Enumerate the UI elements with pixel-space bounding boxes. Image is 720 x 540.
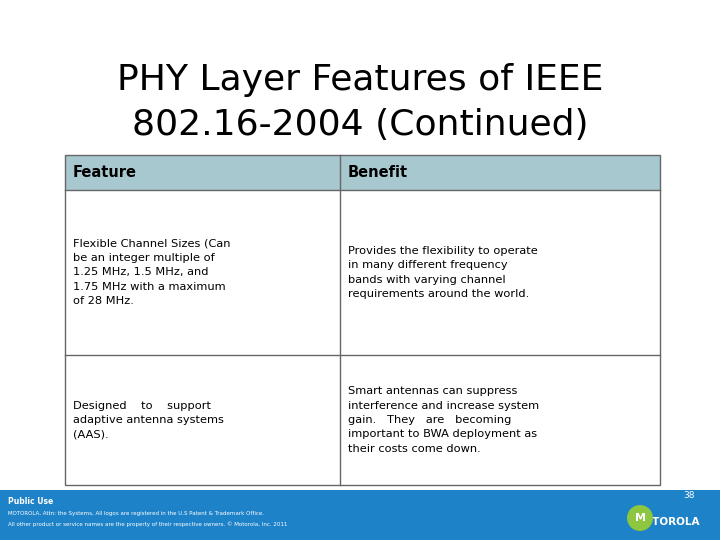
Text: Benefit: Benefit xyxy=(348,165,408,180)
Bar xyxy=(65,155,660,190)
Text: Public Use: Public Use xyxy=(8,497,53,507)
Text: Provides the flexibility to operate
in many different frequency
bands with varyi: Provides the flexibility to operate in m… xyxy=(348,246,538,299)
Text: MOTOROLA: MOTOROLA xyxy=(634,517,700,527)
Text: 802.16-2004 (Continued): 802.16-2004 (Continued) xyxy=(132,108,588,142)
Text: MOTOROLA, Attn: the Systems, All logos are registered in the U.S Patent & Tradem: MOTOROLA, Attn: the Systems, All logos a… xyxy=(8,511,264,516)
Text: 38: 38 xyxy=(683,491,695,501)
Circle shape xyxy=(627,505,653,531)
Text: M: M xyxy=(634,513,646,523)
Text: Designed    to    support
adaptive antenna systems
(AAS).: Designed to support adaptive antenna sys… xyxy=(73,401,224,440)
Text: Feature: Feature xyxy=(73,165,137,180)
Text: All other product or service names are the property of their respective owners. : All other product or service names are t… xyxy=(8,521,287,527)
Bar xyxy=(65,155,660,485)
Text: Flexible Channel Sizes (Can
be an integer multiple of
1.25 MHz, 1.5 MHz, and
1.7: Flexible Channel Sizes (Can be an intege… xyxy=(73,239,230,306)
Text: PHY Layer Features of IEEE: PHY Layer Features of IEEE xyxy=(117,63,603,97)
Bar xyxy=(0,490,720,540)
Text: Smart antennas can suppress
interference and increase system
gain.   They   are : Smart antennas can suppress interference… xyxy=(348,386,539,454)
